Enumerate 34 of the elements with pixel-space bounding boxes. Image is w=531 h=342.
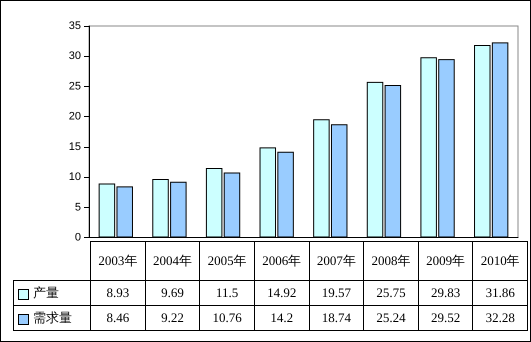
data-label: 31.86 xyxy=(472,280,528,306)
data-label: 19.57 xyxy=(309,280,364,306)
data-label: 29.83 xyxy=(418,280,473,306)
y-tick-label: 20 xyxy=(68,110,81,123)
x-tick-label: 2010年 xyxy=(472,242,528,280)
data-label: 29.52 xyxy=(418,306,473,330)
data-label: 14.2 xyxy=(254,306,309,330)
data-label: 25.24 xyxy=(364,306,418,330)
data-label: 32.28 xyxy=(472,306,528,330)
data-label: 25.75 xyxy=(364,280,418,306)
y-tick-label: 15 xyxy=(68,140,81,153)
x-tick-label: 2003年 xyxy=(90,242,146,280)
legend-label: 需求量 xyxy=(14,306,90,330)
data-label: 14.92 xyxy=(254,280,309,306)
x-tick-label: 2007年 xyxy=(309,242,364,280)
y-tick-label: 35 xyxy=(68,20,81,32)
x-tick-label: 2008年 xyxy=(364,242,418,280)
y-tick-label: 5 xyxy=(74,201,81,214)
data-label: 8.46 xyxy=(90,306,146,330)
data-label: 8.93 xyxy=(90,280,146,306)
y-tick-label: 0 xyxy=(74,232,81,244)
x-tick-label: 2009年 xyxy=(418,242,473,280)
data-label: 18.74 xyxy=(309,306,364,330)
data-label: 9.69 xyxy=(145,280,200,306)
x-tick-label: 2006年 xyxy=(254,242,309,280)
y-tick-label: 30 xyxy=(68,50,81,62)
x-tick-label: 2005年 xyxy=(200,242,254,280)
y-tick-label: 25 xyxy=(68,80,81,92)
data-label: 10.76 xyxy=(200,306,254,330)
data-label: 11.5 xyxy=(200,280,254,306)
legend-label: 产量 xyxy=(14,280,90,306)
y-tick-label: 10 xyxy=(68,171,81,184)
x-tick-label: 2004年 xyxy=(145,242,200,280)
data-label: 9.22 xyxy=(145,306,200,330)
